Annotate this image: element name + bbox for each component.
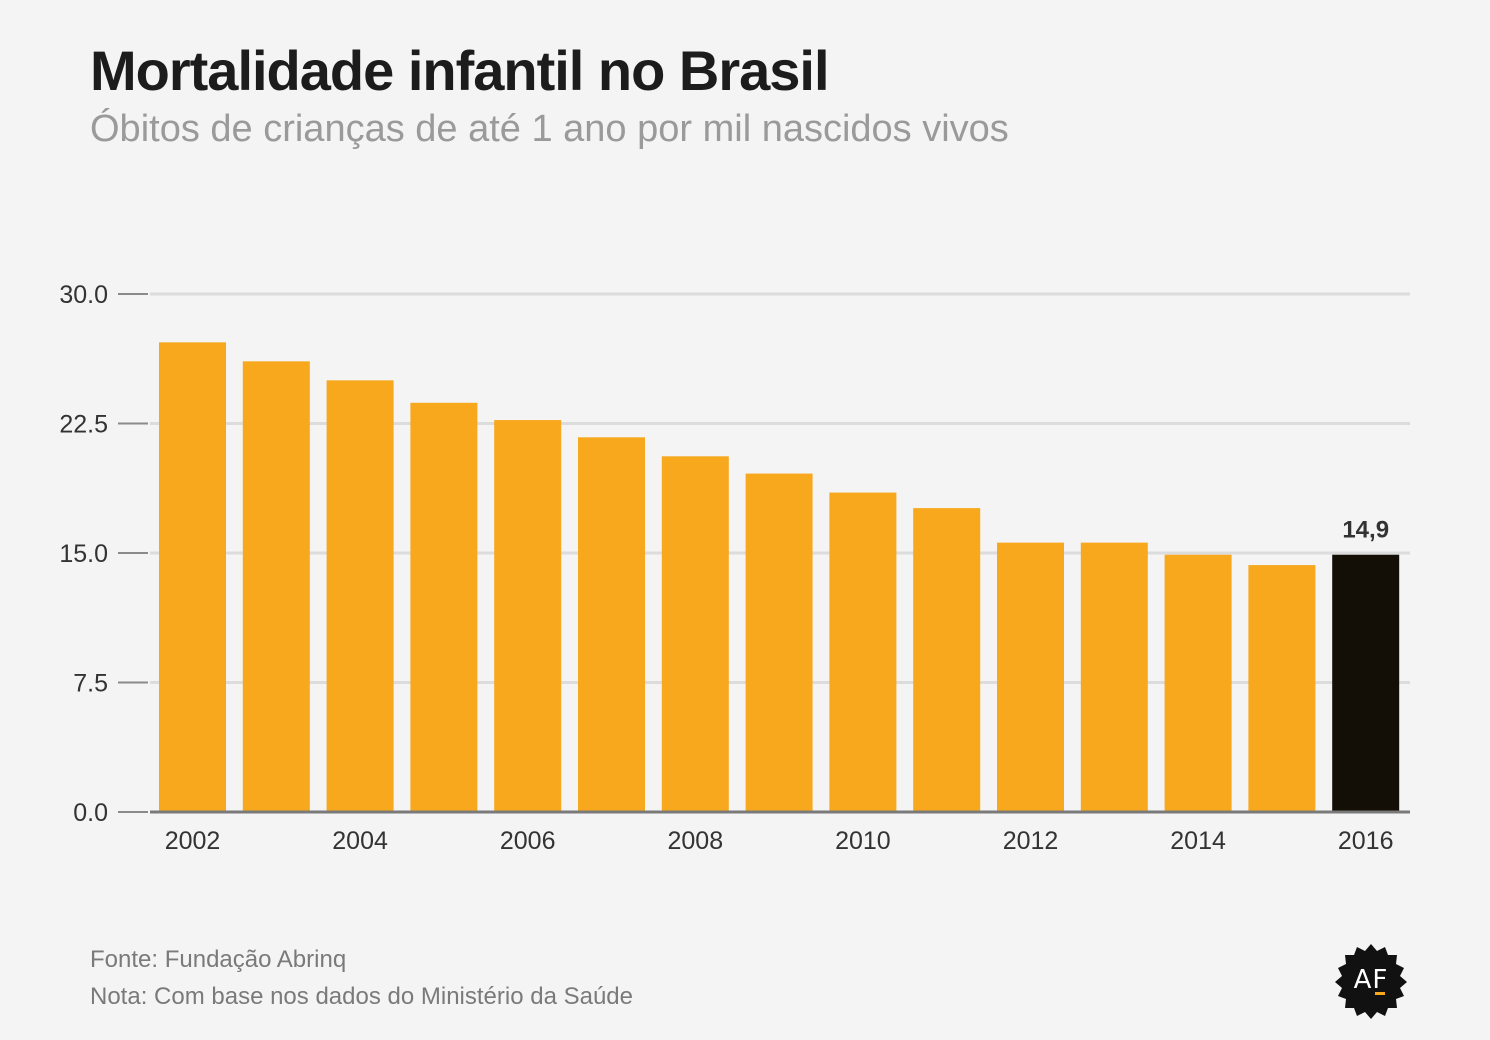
x-tick-label: 2002: [165, 827, 221, 855]
bar-2005: [410, 402, 478, 812]
bar-2015: [1248, 565, 1316, 812]
x-tick-label: 2016: [1338, 827, 1394, 855]
x-tick-label: 2004: [332, 827, 388, 855]
highlight-data-label: 14,9: [1342, 517, 1389, 544]
x-tick-label: 2014: [1170, 827, 1226, 855]
bar-2006: [494, 420, 562, 812]
bars: [159, 342, 1400, 812]
data-note: Nota: Com base nos dados do Ministério d…: [90, 983, 633, 1010]
chart-subtitle: Óbitos de crianças de até 1 ano por mil …: [90, 108, 1009, 150]
axes: [118, 293, 1410, 814]
x-tick-label: 2008: [667, 827, 723, 855]
y-tick-label: 22.5: [59, 411, 108, 439]
logo-badge: AF: [1332, 942, 1410, 1020]
source-note: Fonte: Fundação Abrinq: [90, 946, 347, 973]
y-tick-label: 0.0: [73, 799, 108, 827]
x-tick-label: 2010: [835, 827, 891, 855]
bar-2004: [326, 380, 394, 812]
bar-2016: [1332, 554, 1400, 812]
logo-text: AF: [1353, 965, 1389, 995]
y-tick-label: 7.5: [73, 670, 108, 698]
bar-2009: [745, 473, 813, 812]
labels: 0.0 7.5 15.0 22.5 30.0 2002 2004 2006 2008 2010 20…: [59, 281, 1393, 855]
bar-2008: [661, 456, 729, 812]
bar-2002: [159, 342, 226, 812]
bar-2003: [242, 361, 310, 812]
x-tick-label: 2006: [500, 827, 556, 855]
bar-2007: [578, 437, 645, 812]
bar-2013: [1080, 542, 1148, 812]
bar-2010: [829, 492, 897, 812]
x-tick-label: 2012: [1003, 827, 1059, 855]
badge-icon: [1335, 944, 1407, 1019]
bar-2011: [913, 508, 981, 812]
bar-2012: [997, 542, 1064, 812]
chart-title: Mortalidade infantil no Brasil: [90, 39, 830, 102]
bar-chart: 0.0 7.5 15.0 22.5 30.0 2002 2004 2006 2008 2010 20…: [59, 281, 1410, 855]
bar-2014: [1164, 554, 1232, 812]
y-tick-label: 30.0: [59, 281, 108, 309]
y-tick-label: 15.0: [59, 540, 108, 568]
